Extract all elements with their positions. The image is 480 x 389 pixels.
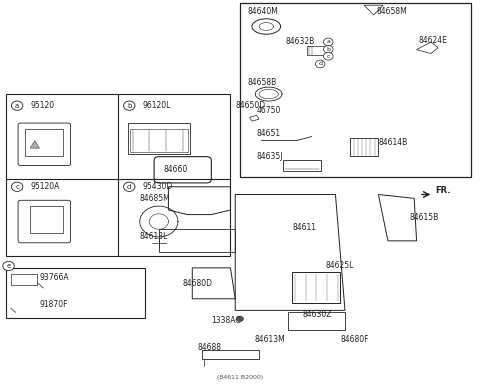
Text: c: c [326, 54, 330, 59]
Text: 84685M: 84685M [140, 194, 170, 203]
Text: 84625L: 84625L [326, 261, 354, 270]
Text: d: d [127, 184, 132, 190]
Text: FR.: FR. [436, 186, 451, 195]
Text: 84613L: 84613L [140, 233, 168, 242]
Text: 84611: 84611 [292, 223, 316, 232]
Bar [307, 46, 326, 56]
Circle shape [12, 182, 23, 191]
Text: d: d [318, 61, 322, 67]
Text: 84658B: 84658B [247, 78, 276, 87]
Text: e: e [6, 263, 11, 269]
Text: 84615B: 84615B [409, 213, 439, 222]
Text: 84640M: 84640M [247, 7, 278, 16]
Text: 84632B: 84632B [285, 37, 314, 46]
Text: 95120A: 95120A [30, 182, 60, 191]
Circle shape [324, 53, 333, 60]
Bar [11, 275, 37, 285]
Text: 95120: 95120 [30, 101, 54, 110]
Circle shape [12, 101, 23, 110]
Text: 84688: 84688 [197, 343, 221, 352]
Circle shape [3, 261, 14, 271]
Text: 84680F: 84680F [340, 335, 369, 344]
Text: 95430D: 95430D [142, 182, 172, 191]
Bar [292, 272, 340, 303]
Circle shape [123, 182, 135, 191]
Text: 84660: 84660 [164, 165, 188, 174]
Text: 91870F: 91870F [39, 300, 68, 309]
Text: 84613M: 84613M [254, 335, 285, 344]
Text: 84624E: 84624E [419, 35, 448, 44]
Polygon shape [30, 140, 39, 148]
Text: a: a [15, 103, 19, 109]
Circle shape [324, 38, 333, 46]
Text: 96120L: 96120L [142, 101, 170, 110]
Text: 84650D: 84650D [235, 101, 265, 110]
Bar [128, 123, 190, 154]
Text: 84651: 84651 [257, 129, 281, 138]
Circle shape [123, 101, 135, 110]
Text: c: c [15, 184, 19, 190]
Bar [130, 129, 188, 152]
Text: 84614B: 84614B [378, 138, 408, 147]
Circle shape [315, 60, 325, 68]
Text: b: b [127, 103, 132, 109]
Circle shape [237, 316, 243, 322]
Text: 1338AC: 1338AC [211, 315, 241, 324]
Text: (84611 B2000): (84611 B2000) [217, 375, 263, 380]
Bar [350, 138, 378, 156]
Text: 46750: 46750 [257, 106, 281, 115]
Circle shape [324, 46, 333, 53]
Text: a: a [326, 39, 330, 44]
Text: 84680D: 84680D [183, 279, 213, 288]
Text: 84630Z: 84630Z [302, 310, 332, 319]
Text: 84658M: 84658M [376, 7, 407, 16]
Text: b: b [326, 47, 330, 52]
Text: 84635J: 84635J [257, 152, 283, 161]
Text: 93766A: 93766A [39, 273, 69, 282]
